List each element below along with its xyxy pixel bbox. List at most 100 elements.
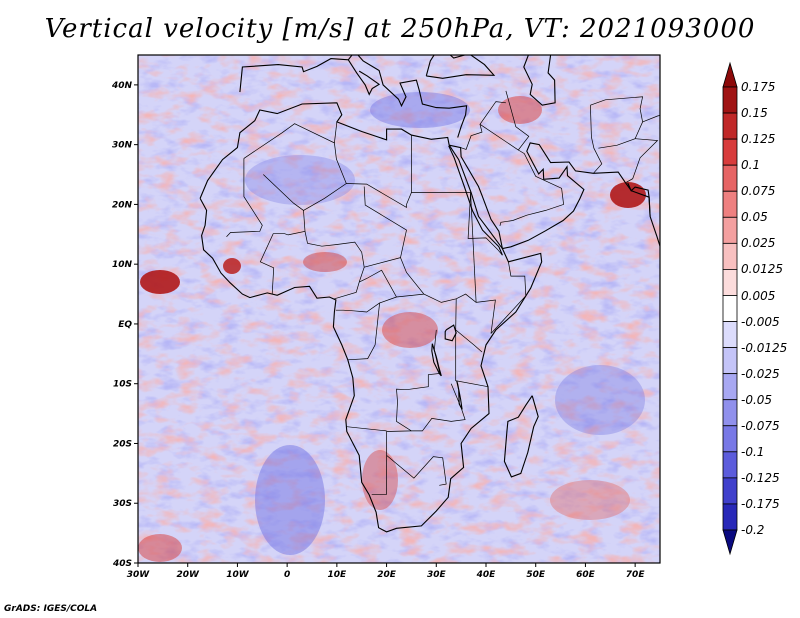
updraft-south-africa — [362, 450, 398, 510]
country-border — [455, 329, 483, 353]
lon-tick-label: 20E — [377, 570, 397, 580]
lon-tick-label: 0 — [284, 570, 290, 580]
downdraft-indian-ocean — [555, 365, 645, 435]
lat-tick-label: 30S — [113, 499, 132, 509]
lat-tick-label: 30N — [112, 141, 133, 151]
lat-tick-label: 40S — [112, 559, 132, 569]
colorbar-max-arrow — [722, 61, 738, 88]
lat-tick-label: 20S — [113, 439, 132, 449]
lat-tick-label: 10S — [113, 380, 132, 390]
lon-tick-label: 70E — [626, 570, 646, 580]
downdraft-sahara — [245, 155, 355, 205]
colorbar-tick-label: -0.125 — [741, 470, 780, 485]
arabia-coastline — [449, 142, 660, 250]
velocity-field — [138, 55, 660, 563]
updraft-sahel — [303, 252, 347, 272]
latitude-axis: 40N 30N 20N 10N EQ 10S 20S 30S 40S — [111, 81, 138, 569]
country-border — [455, 298, 489, 388]
colorbar-swatch — [722, 86, 738, 114]
colorbar-tick-label: 0.075 — [741, 184, 776, 199]
colorbar-tick-label: -0.005 — [741, 314, 780, 329]
colorbar-swatch — [722, 451, 738, 479]
country-border — [386, 455, 447, 486]
updraft-guinea — [223, 258, 241, 274]
country-border — [590, 96, 644, 149]
colorbar-tick-label: -0.0125 — [741, 340, 788, 355]
lon-tick-label: 60E — [576, 570, 596, 580]
country-border — [590, 105, 603, 174]
colorbar-tick-label: 0.1 — [741, 158, 761, 173]
colorbar-swatch — [722, 425, 738, 453]
colorbar-tick-label: -0.025 — [741, 366, 780, 381]
colorbar-tick-label: 0.175 — [741, 80, 776, 94]
colorbar-swatch — [722, 242, 738, 270]
software-credit: GrADS: IGES/COLA — [4, 604, 98, 614]
lat-tick-label: 20N — [112, 200, 133, 210]
colorbar-tick-label: -0.075 — [741, 418, 780, 433]
country-border — [490, 261, 527, 334]
mediterranean-north — [239, 55, 468, 138]
colorbar-swatch — [722, 216, 738, 244]
colorbar-swatch — [722, 503, 738, 531]
madagascar-coastline — [503, 395, 539, 478]
country-border — [359, 269, 424, 298]
strong-updraft-cells — [138, 96, 646, 562]
country-border — [499, 149, 564, 226]
updraft-arabia — [498, 96, 542, 124]
colorbar-tick-label: 0.025 — [741, 236, 776, 251]
lake-malawi — [456, 380, 463, 410]
country-border — [304, 231, 365, 300]
updraft-southeast — [550, 480, 630, 520]
colorbar-tick-label: -0.2 — [741, 523, 765, 537]
bay-of-bengal-coast — [627, 182, 651, 217]
colorbar — [722, 61, 738, 556]
strong-downdraft-bands — [245, 92, 645, 555]
colorbar-swatch — [722, 477, 738, 505]
colorbar-swatch — [722, 190, 738, 218]
country-border — [335, 296, 397, 313]
updraft-central-africa — [382, 312, 438, 348]
lon-tick-label: 40E — [476, 570, 497, 580]
red-sea-west — [448, 145, 503, 256]
lon-tick-label: 10E — [328, 570, 348, 580]
country-border — [259, 210, 306, 295]
downdraft-mediterranean — [370, 92, 470, 128]
italy-coast — [347, 59, 381, 96]
colorbar-swatch — [722, 295, 738, 322]
lon-tick-label: 20W — [176, 570, 200, 580]
country-border — [364, 257, 401, 268]
colorbar-tick-label: 0.125 — [741, 132, 776, 147]
colorbar-swatch — [722, 138, 738, 166]
colorbar-swatch — [722, 399, 738, 427]
updraft-atlantic — [140, 270, 180, 294]
country-border — [470, 192, 477, 303]
coastlines — [199, 55, 694, 533]
longitude-axis: 30W 20W 10W 0 10E 20E 30E 40E 50E 60E 70E — [127, 563, 646, 580]
caspian-sea — [523, 55, 556, 106]
country-border — [346, 426, 387, 432]
lat-tick-label: 10N — [112, 260, 133, 270]
colorbar-swatch — [722, 373, 738, 401]
country-border — [479, 90, 530, 151]
lake-victoria — [444, 324, 457, 342]
lake-tanganyika — [431, 343, 442, 377]
lon-tick-label: 10W — [226, 570, 250, 580]
africa-coastline — [199, 102, 543, 533]
colorbar-tick-label: 0.05 — [741, 210, 768, 225]
lon-tick-label: 30E — [427, 570, 447, 580]
colorbar-swatch — [722, 112, 738, 140]
country-border — [642, 114, 660, 123]
country-border — [467, 192, 503, 256]
sri-lanka — [684, 265, 694, 288]
lat-tick-label: 40N — [111, 81, 133, 91]
colorbar-swatch — [722, 321, 738, 348]
lon-tick-label: 30W — [127, 570, 151, 580]
colorbar-tick-label: -0.175 — [741, 496, 780, 511]
downdraft-south-atlantic — [255, 445, 325, 555]
country-border — [371, 430, 412, 495]
updraft-bay-of-bengal — [610, 182, 646, 208]
lat-tick-label: EQ — [118, 320, 132, 330]
lon-tick-label: 50E — [526, 570, 546, 580]
colorbar-tick-label: 0.15 — [741, 106, 768, 121]
